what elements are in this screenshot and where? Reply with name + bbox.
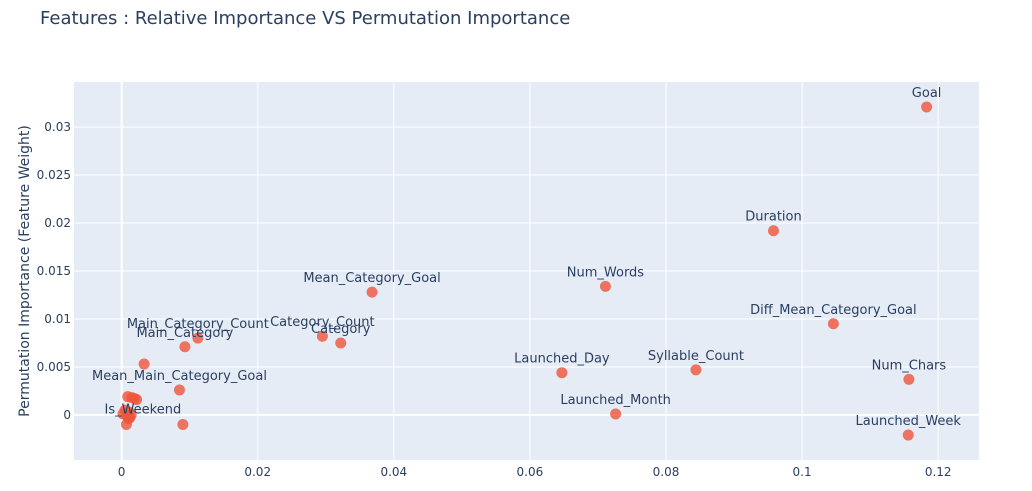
point-label: Launched_Month <box>560 393 671 408</box>
point-label: Num_Words <box>567 265 645 280</box>
x-tick-label: 0.12 <box>925 465 952 479</box>
y-tick-label: 0.02 <box>44 216 71 230</box>
data-point[interactable] <box>138 358 150 370</box>
data-point[interactable] <box>177 419 189 431</box>
x-tick-label: 0 <box>118 465 126 479</box>
data-point[interactable] <box>366 286 378 298</box>
x-tick-label: 0.06 <box>517 465 544 479</box>
data-point[interactable] <box>902 429 914 441</box>
x-tick-label: 0.1 <box>793 465 812 479</box>
x-tick-label: 0.04 <box>380 465 407 479</box>
chart-title: Features : Relative Importance VS Permut… <box>40 8 571 29</box>
data-point[interactable] <box>120 419 132 431</box>
y-axis-ticks: 0 0.005 0.01 0.015 0.02 0.025 0.03 <box>37 120 71 422</box>
y-tick-label: 0 <box>63 408 71 422</box>
point-label: Duration <box>745 210 801 225</box>
data-point[interactable] <box>599 280 611 292</box>
point-label: Num_Chars <box>872 358 947 373</box>
y-tick-label: 0.01 <box>44 312 71 326</box>
point-label: Is_Weekend <box>104 403 181 418</box>
data-point[interactable] <box>173 384 185 396</box>
point-label: Goal <box>912 86 942 101</box>
y-axis-title: Permutation Importance (Feature Weight) <box>17 125 33 417</box>
data-point[interactable] <box>316 330 328 342</box>
data-point[interactable] <box>690 364 702 376</box>
point-label: Launched_Day <box>514 352 610 367</box>
x-axis-ticks: 0 0.02 0.04 0.06 0.08 0.1 0.12 <box>118 465 952 479</box>
y-tick-label: 0.03 <box>44 120 71 134</box>
y-tick-label: 0.015 <box>37 264 71 278</box>
point-label: Main_Category_Count <box>127 317 269 332</box>
data-point[interactable] <box>556 367 568 379</box>
point-label: Syllable_Count <box>648 349 744 364</box>
data-point[interactable] <box>827 318 839 330</box>
point-label: Mean_Main_Category_Goal <box>92 369 267 384</box>
point-label: Category_Count <box>270 315 375 330</box>
data-point[interactable] <box>768 225 780 237</box>
data-point[interactable] <box>903 373 915 385</box>
point-label: Category <box>311 322 371 337</box>
grid-lines <box>74 82 979 460</box>
data-point[interactable] <box>179 341 191 353</box>
y-tick-label: 0.005 <box>37 360 71 374</box>
y-tick-label: 0.025 <box>37 168 71 182</box>
data-point[interactable] <box>921 101 933 113</box>
data-point[interactable] <box>192 332 204 344</box>
data-point[interactable] <box>335 337 347 349</box>
point-label: Mean_Category_Goal <box>303 271 440 286</box>
data-point[interactable] <box>610 408 622 420</box>
data-point[interactable] <box>131 394 143 406</box>
point-label: Launched_Week <box>856 414 962 429</box>
point-label: Main_Category <box>136 326 233 341</box>
point-label: Diff_Mean_Category_Goal <box>750 303 917 318</box>
x-tick-label: 0.02 <box>244 465 271 479</box>
data-points <box>117 101 933 441</box>
point-labels: Goal Duration Mean_Category_Goal Num_Words D… <box>92 86 961 429</box>
x-tick-label: 0.08 <box>653 465 680 479</box>
